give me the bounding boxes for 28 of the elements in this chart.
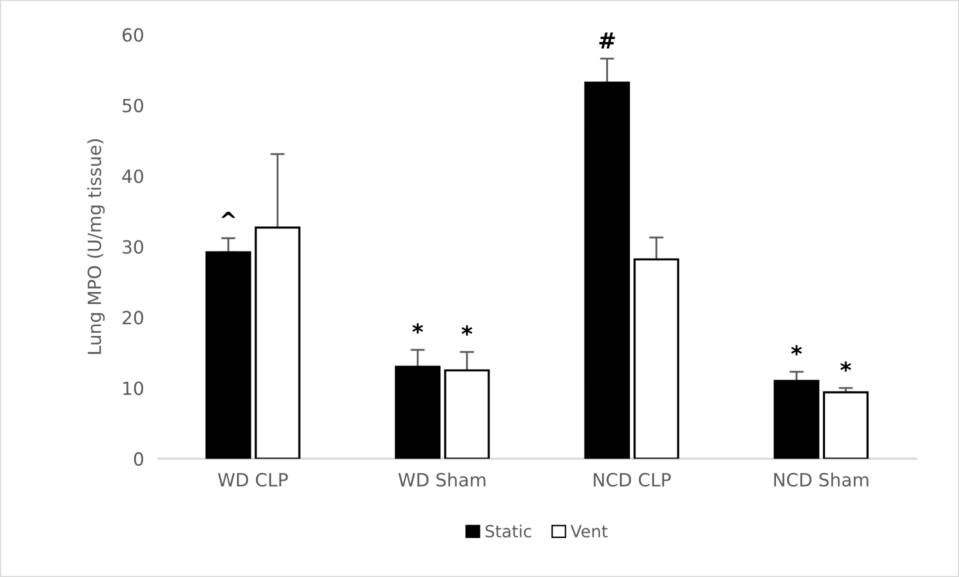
data-label: * [840,361,852,372]
y-axis-title: Lung MPO (U/mg tissue) [87,139,105,354]
y-tick-label: 60 [122,28,144,42]
data-label: * [412,323,424,334]
y-tick-label: 30 [122,240,144,254]
data-label: * [791,345,802,356]
bar [584,82,630,459]
bar [394,366,441,459]
y-tick-label: 20 [122,310,144,324]
bar [444,369,490,459]
bar [774,380,820,459]
legend-label: Vent [570,525,608,538]
y-tick-label: 10 [123,381,144,396]
bar [634,258,680,459]
bar [205,251,252,459]
data-label: # [599,32,615,48]
x-tick-label: WD CLP [218,472,288,487]
x-tick-label: NCD Sham [774,472,868,487]
data-label: ^ [221,212,236,218]
bar [822,391,869,459]
y-tick-label: 0 [134,452,144,466]
x-tick-label: WD Sham [398,472,486,487]
y-tick-label: 40 [122,169,144,184]
bar [254,226,300,459]
data-label: * [462,325,472,336]
legend-label: Static [486,524,532,538]
y-tick-label: 50 [122,98,144,112]
x-tick-label: NCD CLP [594,472,671,487]
